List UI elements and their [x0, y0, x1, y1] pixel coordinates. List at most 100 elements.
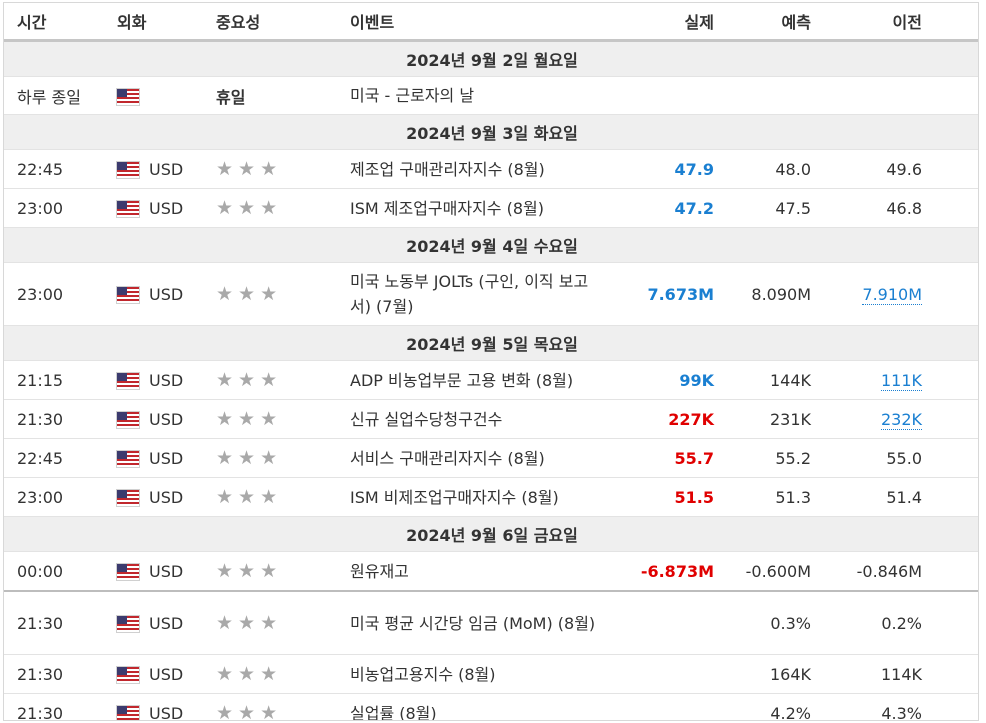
event-name[interactable]: 신규 실업수당청구건수 [350, 399, 616, 439]
importance-cell: ★★★ [216, 399, 350, 439]
currency-cell: USD [117, 438, 216, 478]
forecast-value: 55.2 [726, 438, 827, 478]
currency-cell: USD [117, 149, 216, 189]
importance-cell: ★★★ [216, 590, 350, 655]
star-icon: ★★★ [216, 408, 283, 430]
event-name[interactable]: 실업률 (8월) [350, 693, 616, 720]
date-label: 2024년 9월 4일 수요일 [4, 227, 978, 263]
calendar-table: 시간 외화 중요성 이벤트 실제 예측 이전 2024년 9월 2일 월요일 하… [4, 3, 978, 721]
event-time: 21:30 [4, 590, 117, 655]
event-name[interactable]: ADP 비농업부문 고용 변화 (8월) [350, 360, 616, 400]
event-name[interactable]: 미국 노동부 JOLTs (구인, 이직 보고서) (7월) [350, 262, 616, 326]
previous-value: 0.2% [827, 590, 978, 655]
currency-cell: USD [117, 551, 216, 592]
currency-code: USD [149, 371, 184, 390]
currency-code: USD [149, 410, 184, 429]
forecast-value: 144K [726, 360, 827, 400]
date-label: 2024년 9월 2일 월요일 [4, 40, 978, 77]
us-flag-icon [117, 286, 139, 303]
event-time: 22:45 [4, 149, 117, 189]
star-icon: ★★★ [216, 447, 283, 469]
currency-code: USD [149, 614, 184, 633]
actual-value: -6.873M [640, 561, 714, 581]
currency-cell: USD [117, 360, 216, 400]
event-time: 하루 종일 [4, 76, 117, 115]
event-row[interactable]: 21:30 USD ★★★ 비농업고용지수 (8월) 164K 114K [4, 654, 978, 694]
event-name[interactable]: 제조업 구매관리자지수 (8월) [350, 149, 616, 189]
previous-value: 46.8 [827, 188, 978, 228]
event-row[interactable]: 21:30 USD ★★★ 신규 실업수당청구건수 227K 231K 232K [4, 399, 978, 439]
event-row[interactable]: 22:45 USD ★★★ 서비스 구매관리자지수 (8월) 55.7 55.2… [4, 438, 978, 478]
date-label: 2024년 9월 6일 금요일 [4, 516, 978, 552]
us-flag-icon [117, 666, 139, 683]
importance-cell: ★★★ [216, 693, 350, 721]
us-flag-icon [117, 411, 139, 428]
currency-cell: USD [117, 399, 216, 439]
previous-value-link[interactable]: 232K [880, 409, 922, 430]
previous-value: 49.6 [827, 149, 978, 189]
star-icon: ★★★ [216, 369, 283, 391]
forecast-value: 0.3% [726, 590, 827, 655]
importance-cell: ★★★ [216, 188, 350, 228]
importance-cell: ★★★ [216, 149, 350, 189]
actual-value: 7.673M [647, 284, 714, 304]
event-name[interactable]: 비농업고용지수 (8월) [350, 654, 616, 694]
event-name[interactable]: 서비스 구매관리자지수 (8월) [350, 438, 616, 478]
event-row[interactable]: 21:30 USD ★★★ 실업률 (8월) 4.2% 4.3% [4, 693, 978, 721]
previous-value: 51.4 [827, 477, 978, 517]
header-currency[interactable]: 외화 [117, 3, 216, 42]
importance-cell: ★★★ [216, 654, 350, 694]
currency-cell: USD [117, 590, 216, 655]
currency-code: USD [149, 562, 184, 581]
date-row: 2024년 9월 2일 월요일 [4, 40, 978, 77]
date-row: 2024년 9월 6일 금요일 [4, 516, 978, 552]
us-flag-icon [117, 88, 139, 105]
event-row[interactable]: 21:15 USD ★★★ ADP 비농업부문 고용 변화 (8월) 99K 1… [4, 360, 978, 400]
event-time: 23:00 [4, 188, 117, 228]
previous-value: 55.0 [827, 438, 978, 478]
event-name[interactable]: ISM 비제조업구매자지수 (8월) [350, 477, 616, 517]
currency-cell: USD [117, 262, 216, 326]
event-time: 21:30 [4, 399, 117, 439]
actual-value: 47.9 [674, 159, 714, 179]
header-time[interactable]: 시간 [4, 3, 117, 42]
event-time: 21:15 [4, 360, 117, 400]
header-previous[interactable]: 이전 [827, 3, 978, 42]
currency-cell: USD [117, 693, 216, 721]
header-forecast[interactable]: 예측 [726, 3, 827, 42]
event-row[interactable]: 21:30 USD ★★★ 미국 평균 시간당 임금 (MoM) (8월) 0.… [4, 590, 978, 655]
header-actual[interactable]: 실제 [616, 3, 726, 42]
previous-value-link[interactable]: 7.910M [862, 284, 922, 305]
holiday-row[interactable]: 하루 종일 휴일 미국 - 근로자의 날 [4, 76, 978, 115]
event-row[interactable]: 22:45 USD ★★★ 제조업 구매관리자지수 (8월) 47.9 48.0… [4, 149, 978, 189]
currency-code: USD [149, 488, 184, 507]
actual-value: 55.7 [674, 448, 714, 468]
previous-value-link[interactable]: 111K [880, 370, 922, 391]
star-icon: ★★★ [216, 702, 283, 721]
currency-code: USD [149, 704, 184, 721]
event-row[interactable]: 23:00 USD ★★★ 미국 노동부 JOLTs (구인, 이직 보고서) … [4, 262, 978, 326]
actual-value [616, 590, 726, 655]
date-label: 2024년 9월 3일 화요일 [4, 114, 978, 150]
event-name[interactable]: 원유재고 [350, 551, 616, 592]
event-row[interactable]: 00:00 USD ★★★ 원유재고 -6.873M -0.600M -0.84… [4, 551, 978, 592]
currency-cell: USD [117, 188, 216, 228]
header-importance[interactable]: 중요성 [216, 3, 350, 42]
currency-code: USD [149, 199, 184, 218]
us-flag-icon [117, 450, 139, 467]
date-label: 2024년 9월 5일 목요일 [4, 325, 978, 361]
header-event[interactable]: 이벤트 [350, 3, 616, 42]
actual-value: 47.2 [674, 198, 714, 218]
event-name[interactable]: 미국 평균 시간당 임금 (MoM) (8월) [350, 590, 616, 655]
event-row[interactable]: 23:00 USD ★★★ ISM 제조업구매자지수 (8월) 47.2 47.… [4, 188, 978, 228]
us-flag-icon [117, 615, 139, 632]
actual-value: 99K [679, 370, 714, 390]
event-name[interactable]: ISM 제조업구매자지수 (8월) [350, 188, 616, 228]
us-flag-icon [117, 372, 139, 389]
event-name[interactable]: 미국 - 근로자의 날 [350, 76, 616, 115]
actual-value: 227K [668, 409, 714, 429]
star-icon: ★★★ [216, 283, 283, 305]
economic-calendar: 시간 외화 중요성 이벤트 실제 예측 이전 2024년 9월 2일 월요일 하… [3, 2, 979, 721]
actual-value [616, 693, 726, 720]
event-row[interactable]: 23:00 USD ★★★ ISM 비제조업구매자지수 (8월) 51.5 51… [4, 477, 978, 517]
